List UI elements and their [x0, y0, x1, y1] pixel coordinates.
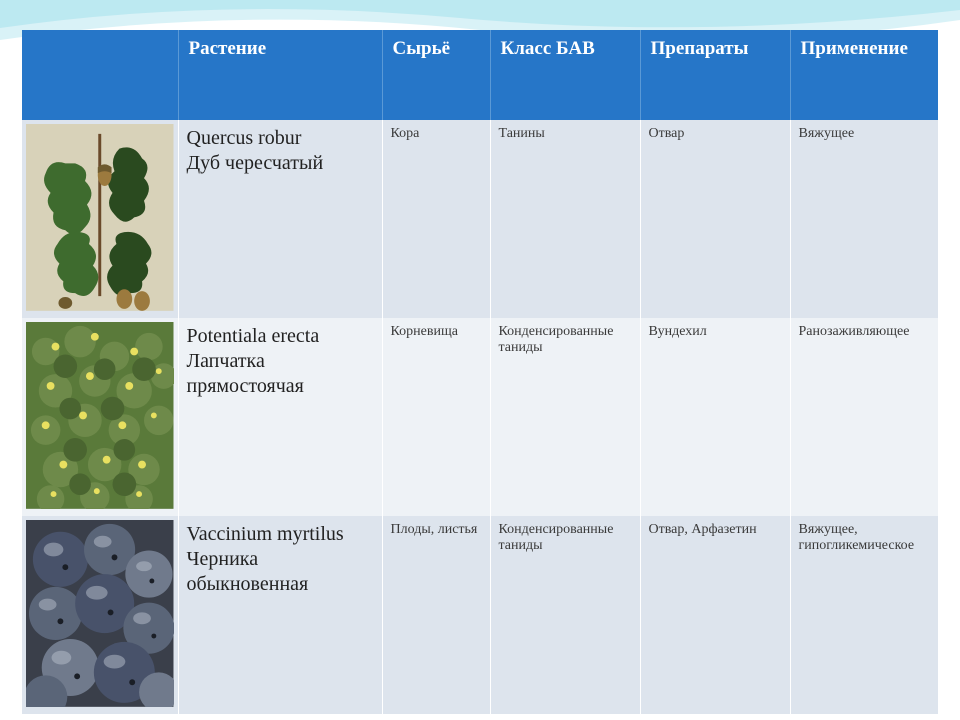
plant-image-cell [22, 318, 178, 516]
use-cell: Вяжущее [790, 120, 938, 318]
blueberry-image [26, 520, 174, 707]
raw-cell: Плоды, листья [382, 516, 490, 714]
plant-name-cell: Quercus robur Дуб чересчатый [178, 120, 382, 318]
plant-name-cell: Potentiala erecta Лапчатка прямостоячая [178, 318, 382, 516]
header-prep: Препараты [640, 30, 790, 120]
prep-cell: Вундехил [640, 318, 790, 516]
header-raw: Сырьё [382, 30, 490, 120]
table-row: Vaccinium myrtilus Черника обыкновенная … [22, 516, 938, 714]
bav-cell: Танины [490, 120, 640, 318]
prep-cell: Отвар [640, 120, 790, 318]
plant-image-cell [22, 516, 178, 714]
potentilla-image [26, 322, 174, 509]
plant-latin: Vaccinium myrtilus [187, 523, 344, 545]
plant-image-cell [22, 120, 178, 318]
raw-cell: Кора [382, 120, 490, 318]
header-image [22, 30, 178, 120]
bav-cell: Конденсированные таниды [490, 318, 640, 516]
plant-latin: Potentiala erecta [187, 325, 320, 347]
header-use: Применение [790, 30, 938, 120]
header-bav: Класс БАВ [490, 30, 640, 120]
oak-image [26, 124, 174, 311]
bav-cell: Конденсированные таниды [490, 516, 640, 714]
header-row: Растение Сырьё Класс БАВ Препараты Приме… [22, 30, 938, 120]
header-plant: Растение [178, 30, 382, 120]
table-row: Potentiala erecta Лапчатка прямостоячая … [22, 318, 938, 516]
use-cell: Вяжущее, гипогликемическое [790, 516, 938, 714]
plant-ru: Черника обыкновенная [187, 548, 309, 595]
table-row: Quercus robur Дуб чересчатый Кора Танины… [22, 120, 938, 318]
plants-table-container: Растение Сырьё Класс БАВ Препараты Приме… [22, 30, 938, 714]
plant-name-cell: Vaccinium myrtilus Черника обыкновенная [178, 516, 382, 714]
plant-ru: Дуб чересчатый [187, 152, 324, 174]
plant-ru: Лапчатка прямостоячая [187, 350, 304, 397]
prep-cell: Отвар, Арфазетин [640, 516, 790, 714]
plants-table: Растение Сырьё Класс БАВ Препараты Приме… [22, 30, 938, 714]
raw-cell: Корневища [382, 318, 490, 516]
plant-latin: Quercus robur [187, 127, 302, 149]
use-cell: Ранозаживляющее [790, 318, 938, 516]
